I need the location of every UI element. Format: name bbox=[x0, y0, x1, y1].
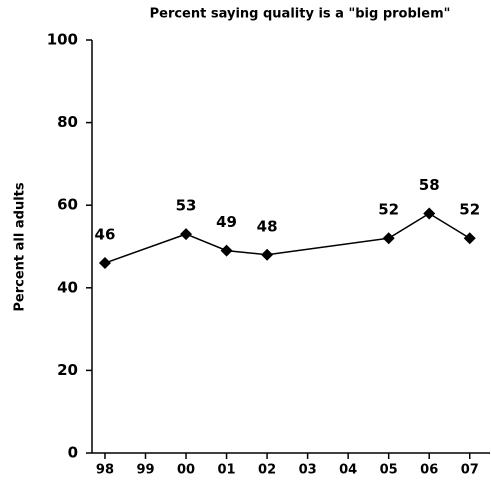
marker bbox=[98, 257, 111, 270]
x-tick-label: 99 bbox=[136, 463, 154, 478]
data-label: 52 bbox=[459, 201, 480, 219]
y-tick-label: 20 bbox=[57, 361, 78, 379]
data-label: 49 bbox=[216, 213, 237, 231]
x-tick-label: 98 bbox=[96, 463, 114, 478]
data-label: 52 bbox=[378, 201, 399, 219]
y-tick-label: 0 bbox=[68, 444, 78, 462]
x-tick-label: 05 bbox=[380, 463, 398, 478]
x-tick-label: 06 bbox=[420, 463, 438, 478]
x-tick-label: 03 bbox=[299, 463, 317, 478]
marker bbox=[463, 232, 476, 245]
marker bbox=[382, 232, 395, 245]
y-tick-label: 100 bbox=[47, 31, 78, 49]
x-tick-label: 02 bbox=[258, 463, 276, 478]
y-tick-label: 60 bbox=[57, 196, 78, 214]
marker bbox=[423, 207, 436, 220]
marker bbox=[220, 244, 233, 257]
x-tick-label: 00 bbox=[177, 463, 195, 478]
x-tick-label: 07 bbox=[461, 463, 479, 478]
y-axis-label: Percent all adults bbox=[13, 182, 28, 311]
marker bbox=[180, 228, 193, 241]
y-tick-label: 80 bbox=[57, 113, 78, 131]
chart-title: Percent saying quality is a "big problem… bbox=[150, 7, 451, 22]
line bbox=[104, 212, 471, 264]
y-tick-label: 40 bbox=[57, 278, 78, 296]
data-label: 58 bbox=[419, 176, 440, 194]
data-label: 53 bbox=[176, 197, 197, 215]
data-label: 48 bbox=[257, 217, 278, 235]
data-label: 46 bbox=[95, 226, 116, 244]
x-tick-label: 01 bbox=[218, 463, 236, 478]
marker bbox=[261, 248, 274, 261]
x-tick-label: 04 bbox=[339, 463, 357, 478]
